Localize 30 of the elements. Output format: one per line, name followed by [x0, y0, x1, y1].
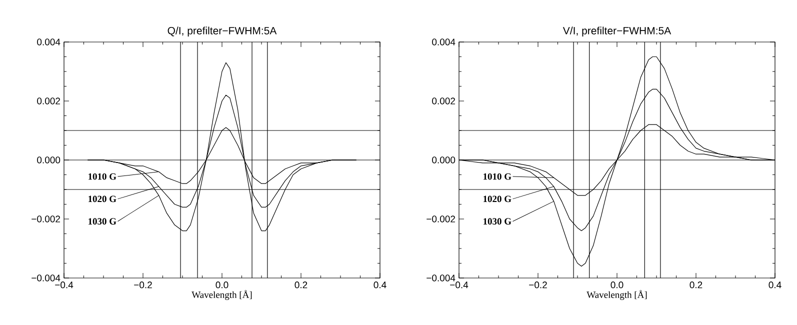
x-tick-label: −0.4 [450, 282, 468, 288]
chart-title: Q/I, prefilter−FWHM:5A [168, 26, 277, 36]
legend-label: 1020 G [88, 196, 116, 202]
y-tick-label: −0.002 [32, 216, 60, 222]
y-tick-label: 0.004 [37, 38, 60, 46]
y-tick-label: 0.002 [432, 98, 455, 104]
legend-label: 1030 G [88, 218, 116, 225]
y-tick-label: −0.004 [426, 274, 456, 282]
y-tick-label: −0.002 [426, 216, 455, 222]
y-tick-label: −0.004 [32, 274, 60, 282]
x-tick-label: −0.2 [134, 282, 152, 288]
y-tick-label: 0.004 [432, 38, 456, 46]
x-tick-label: −0.4 [55, 282, 74, 288]
chart-title: V/I, prefilter−FWHM:5A [562, 26, 672, 36]
y-tick-label: 0.000 [432, 156, 456, 164]
legend-label: 1010 G [484, 173, 512, 180]
x-tick-label: 0.0 [216, 282, 228, 288]
legend-label: 1030 G [484, 218, 512, 225]
x-tick-label: −0.2 [529, 282, 547, 288]
y-tick-label: 0.002 [37, 98, 60, 104]
x-tick-label: 0.2 [690, 282, 702, 288]
legend-label: 1010 G [88, 173, 116, 180]
x-tick-label: 0.4 [768, 282, 782, 288]
x-tick-label: 0.4 [374, 282, 386, 288]
x-axis-title: Wavelength [Å] [192, 290, 252, 300]
x-tick-label: 0.0 [610, 282, 624, 288]
y-tick-label: 0.000 [37, 156, 60, 164]
x-axis-title: Wavelength [Å] [586, 290, 647, 300]
legend-label: 1020 G [484, 196, 512, 202]
x-tick-label: 0.2 [294, 282, 308, 288]
